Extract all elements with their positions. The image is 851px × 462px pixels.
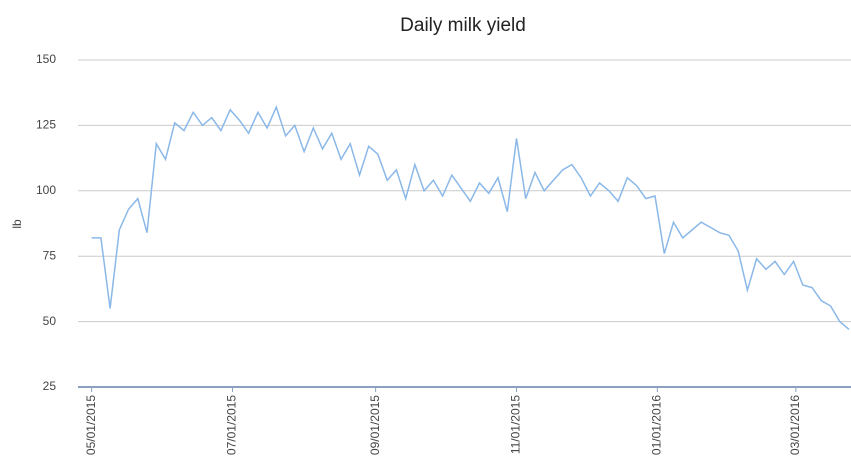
x-tick-label: 07/01/2015 (225, 395, 239, 455)
chart-title: Daily milk yield (400, 15, 526, 36)
y-tick-label: 150 (36, 52, 56, 66)
y-tick-label: 25 (43, 379, 57, 393)
x-tick-label: 11/01/2015 (509, 395, 523, 454)
y-tick-label: 125 (36, 118, 56, 132)
y-tick-label: 50 (43, 314, 57, 328)
x-tick-label: 09/01/2015 (368, 395, 382, 455)
y-tick-label: 75 (43, 248, 57, 262)
data-line (91, 104, 850, 330)
x-tick-label: 03/01/2016 (788, 395, 802, 455)
x-tick-label: 05/01/2015 (84, 395, 98, 455)
y-tick-label: 100 (36, 183, 56, 197)
y-axis-label: lb (10, 219, 24, 229)
x-tick-label: 01/01/2016 (650, 395, 664, 455)
